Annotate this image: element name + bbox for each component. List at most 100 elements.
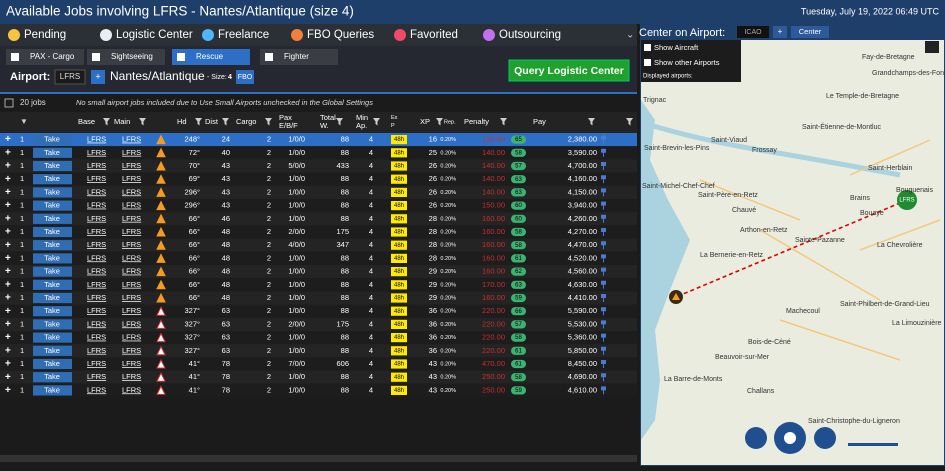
add-button[interactable] (91, 70, 105, 84)
column-header[interactable]: Main (114, 117, 130, 126)
base-link[interactable]: LFRS (87, 319, 106, 328)
base-link[interactable]: LFRS (87, 280, 106, 289)
main-link[interactable]: LFRS (122, 174, 141, 183)
expand-button[interactable]: + (5, 253, 11, 264)
base-link[interactable]: LFRS (87, 227, 106, 236)
pin-icon[interactable] (601, 280, 606, 289)
main-link[interactable]: LFRS (122, 187, 141, 196)
column-filter[interactable] (195, 118, 202, 126)
take-button[interactable] (33, 266, 72, 277)
column-filter[interactable] (373, 118, 380, 126)
take-button[interactable] (33, 253, 72, 264)
expand-button[interactable]: + (5, 345, 11, 356)
base-link[interactable]: LFRS (87, 135, 106, 144)
take-button[interactable] (33, 134, 72, 145)
main-link[interactable]: LFRS (122, 201, 141, 210)
pin-icon[interactable] (601, 320, 606, 329)
pin-icon[interactable] (601, 201, 606, 210)
expand-button[interactable]: + (5, 385, 11, 396)
pin-icon[interactable] (601, 294, 606, 302)
main-link[interactable]: LFRS (122, 214, 141, 223)
base-link[interactable]: LFRS (87, 293, 106, 302)
base-link[interactable]: LFRS (87, 333, 106, 342)
base-link[interactable]: LFRS (87, 187, 106, 196)
column-header[interactable]: Base (78, 117, 95, 126)
main-link[interactable]: LFRS (122, 359, 141, 368)
main-link[interactable]: LFRS (122, 280, 141, 289)
pin-icon[interactable] (601, 162, 606, 170)
expand-button[interactable]: + (5, 293, 11, 304)
expand-button[interactable]: + (5, 200, 11, 211)
base-link[interactable]: LFRS (87, 346, 106, 355)
tab[interactable]: FBO Queries (307, 29, 374, 41)
take-button[interactable] (33, 332, 72, 343)
subtab[interactable] (172, 49, 250, 65)
column-header[interactable]: Total W. (320, 113, 336, 130)
base-link[interactable]: LFRS (87, 267, 106, 276)
show-other-box[interactable] (644, 59, 651, 66)
tab-icon[interactable] (483, 29, 495, 41)
expand-button[interactable]: + (5, 240, 11, 251)
base-link[interactable]: LFRS (87, 385, 106, 394)
pin-icon[interactable] (601, 333, 606, 342)
main-link[interactable]: LFRS (122, 385, 141, 394)
tab[interactable]: Freelance (218, 29, 269, 41)
pin-icon[interactable] (601, 267, 606, 276)
pin-icon[interactable] (601, 360, 606, 368)
tab-icon[interactable] (100, 29, 112, 41)
expand-button[interactable]: + (5, 147, 11, 158)
main-link[interactable]: LFRS (122, 267, 141, 276)
take-button[interactable] (33, 147, 72, 158)
base-link[interactable]: LFRS (87, 240, 106, 249)
expand-button[interactable]: + (5, 227, 11, 238)
expand-button[interactable]: + (5, 161, 11, 172)
take-button[interactable] (33, 358, 72, 370)
column-header[interactable]: Dist (205, 117, 219, 126)
expand-button[interactable]: + (5, 174, 11, 185)
column-header[interactable]: Ex P (391, 115, 398, 129)
take-button[interactable] (33, 200, 72, 211)
column-filter[interactable] (436, 118, 443, 126)
main-link[interactable]: LFRS (122, 333, 141, 342)
pin-icon[interactable] (601, 214, 606, 223)
take-button[interactable] (33, 319, 72, 330)
take-button[interactable] (33, 213, 72, 224)
column-filter[interactable] (588, 118, 595, 126)
main-link[interactable]: LFRS (122, 240, 141, 249)
column-header[interactable]: Min Ap. (356, 113, 368, 130)
pin-icon[interactable] (601, 254, 606, 263)
base-link[interactable]: LFRS (87, 253, 106, 262)
map-icao-input[interactable] (737, 26, 769, 38)
main-link[interactable]: LFRS (122, 346, 141, 355)
base-link[interactable]: LFRS (87, 201, 106, 210)
take-button[interactable] (33, 160, 72, 172)
expand-button[interactable]: + (5, 134, 11, 145)
tab[interactable]: Outsourcing (499, 29, 561, 41)
col-filter[interactable]: ▼ (20, 117, 28, 126)
main-link[interactable]: LFRS (122, 161, 141, 170)
eye-button[interactable] (745, 427, 767, 449)
map-dropdown[interactable] (925, 41, 939, 53)
center-button[interactable] (791, 26, 829, 38)
column-header[interactable]: Cargo (236, 117, 256, 126)
tab-icon[interactable] (202, 29, 214, 41)
subtab[interactable] (87, 49, 165, 65)
expand-button[interactable]: + (5, 332, 11, 343)
take-button[interactable] (33, 345, 72, 356)
take-button[interactable] (33, 279, 72, 290)
pin-icon[interactable] (601, 346, 606, 355)
base-link[interactable]: LFRS (87, 148, 106, 157)
main-link[interactable]: LFRS (122, 293, 141, 302)
column-header[interactable]: Hd (177, 117, 187, 126)
select-all[interactable] (4, 98, 14, 108)
pin-icon[interactable] (601, 386, 606, 395)
tab[interactable]: Pending (24, 29, 66, 41)
pin-icon[interactable] (601, 175, 606, 184)
expand-button[interactable]: + (5, 187, 11, 198)
expand-button[interactable]: + (5, 213, 11, 224)
pin-icon[interactable] (601, 241, 606, 250)
expand-button[interactable]: + (5, 319, 11, 330)
tab-chevron[interactable]: ⌄ (626, 30, 634, 41)
pin-icon[interactable] (601, 188, 606, 197)
show-aircraft-box[interactable] (644, 44, 651, 51)
